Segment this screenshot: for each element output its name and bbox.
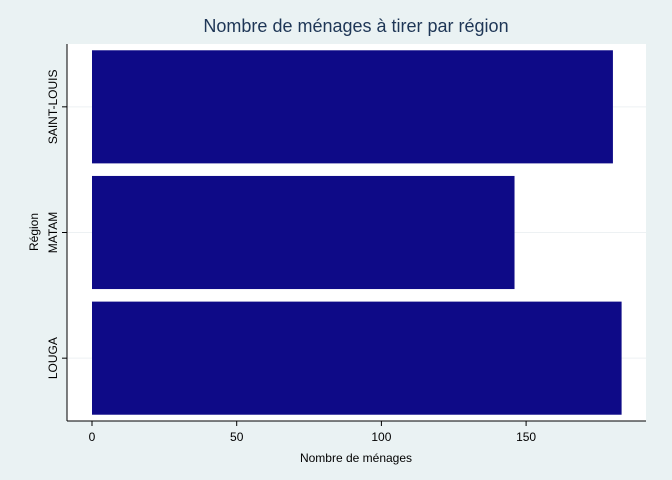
bar-louga xyxy=(92,301,622,415)
bar-matam xyxy=(92,175,515,290)
chart-title: Nombre de ménages à tirer par région xyxy=(203,16,508,36)
y-axis-title: Région xyxy=(27,213,41,251)
x-ticks: 0 50 100 150 xyxy=(89,421,536,444)
y-tick-label: MATAM xyxy=(46,212,60,254)
x-axis-title: Nombre de ménages xyxy=(300,451,412,465)
x-tick-label: 0 xyxy=(89,430,96,444)
bars xyxy=(92,50,622,415)
x-tick-label: 50 xyxy=(230,430,244,444)
x-tick-label: 150 xyxy=(516,430,536,444)
y-tick-label: SAINT-LOUIS xyxy=(46,69,60,144)
y-ticks: SAINT-LOUIS MATAM LOUGA xyxy=(46,69,67,379)
x-tick-label: 100 xyxy=(371,430,391,444)
bar-saint-louis xyxy=(92,50,613,164)
y-tick-label: LOUGA xyxy=(46,337,60,379)
